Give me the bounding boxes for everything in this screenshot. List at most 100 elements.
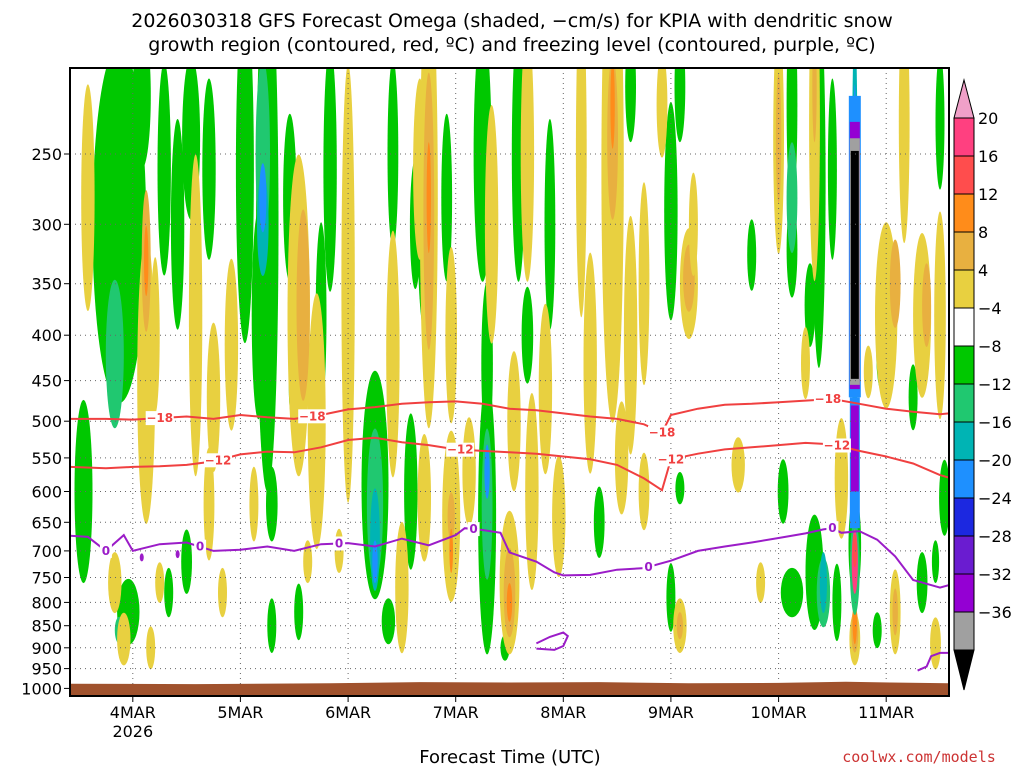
y-tick-label-550: 550 [31, 449, 62, 468]
omega-blob-104 [462, 417, 476, 527]
strong-omega-column [848, 95, 861, 529]
omega-blob-50 [675, 472, 685, 505]
contour-lines: −18 −18 −18 −18 −12 −12 −12 −12 0 0 0 0 0 0 [70, 392, 949, 672]
colorbar-bottom-arrow [953, 649, 975, 691]
contour-label-0C: 0 [102, 544, 110, 558]
y-tick-label-600: 600 [31, 483, 62, 502]
omega-blob-0 [92, 68, 147, 404]
omega-blob-99 [426, 142, 431, 254]
omega-blob-7 [202, 78, 216, 260]
column-lower-purple [850, 405, 859, 492]
omega-blob-52 [777, 459, 789, 524]
omega-blob-19 [266, 466, 278, 542]
omega-blob-69 [939, 459, 949, 536]
omega-blob-83 [224, 258, 239, 431]
omega-blob-47 [674, 68, 686, 143]
y-tick-label-800: 800 [31, 593, 62, 612]
omega-blob-111 [525, 393, 539, 590]
contour-label-0C: 0 [335, 537, 343, 551]
purple-dot-1 [175, 550, 180, 559]
colorbar-band-4 [953, 269, 975, 309]
y-tick-label-700: 700 [31, 542, 62, 561]
omega-blob-8 [235, 68, 254, 344]
x-tick-label-5: 9MAR [648, 703, 694, 722]
omega-blob-133 [834, 418, 849, 539]
omega-blob-41 [521, 286, 534, 384]
omega-blob-122 [638, 452, 650, 531]
omega-blob-28 [372, 540, 378, 584]
contour-label-bg [194, 539, 207, 554]
omega-blob-60 [832, 563, 842, 642]
colorbar-band-1 [953, 155, 975, 195]
contour-label-bg [642, 559, 655, 574]
colorbar-label-7: −12 [978, 375, 1012, 394]
y-tick-label-950: 950 [31, 660, 62, 679]
omega-blob-56 [780, 567, 804, 618]
omega-blob-120 [614, 401, 629, 515]
omega-blob-4 [157, 68, 171, 276]
contour-label-bg [145, 411, 174, 426]
colorbar-label-10: −24 [978, 489, 1012, 508]
omega-blob-103 [445, 247, 458, 424]
colorbar-band-8 [953, 421, 975, 461]
colorbar-label-3: 8 [978, 223, 988, 242]
omega-blob-118 [610, 68, 615, 149]
omega-blob-38 [481, 428, 493, 580]
contour-label--12C: −12 [824, 439, 851, 453]
contour-label-bg [99, 543, 112, 558]
omega-blob-21 [181, 529, 193, 594]
colorbar-band-3 [953, 231, 975, 271]
omega-blob-82 [206, 322, 221, 472]
omega-blob-141 [898, 68, 910, 244]
omega-blob-145 [863, 345, 873, 399]
omega-blob-115 [583, 252, 597, 474]
omega-blob-110 [520, 68, 535, 282]
omega-blob-63 [827, 78, 837, 260]
omega-blob-62 [804, 263, 816, 347]
purple-dot-0 [139, 553, 144, 562]
omega-blob-94 [395, 521, 409, 654]
omega-blob-131 [809, 68, 820, 282]
omega-blob-67 [931, 540, 940, 584]
contour-label--18C: −18 [146, 411, 173, 425]
colorbar-band-5 [953, 307, 975, 347]
contour-label-bg [822, 438, 851, 453]
omega-blob-112 [538, 303, 553, 475]
colorbar-band-7 [953, 383, 975, 423]
omega-blob-42 [544, 119, 556, 330]
contour-label--18C: −18 [299, 409, 326, 423]
y-tick-label-900: 900 [31, 639, 62, 658]
contour-label-bg [648, 425, 676, 440]
colorbar-label-9: −20 [978, 451, 1012, 470]
omega-blob-79 [144, 225, 149, 297]
omega-blob-20 [294, 583, 304, 641]
y-tick-label-300: 300 [31, 215, 62, 234]
colorbar-label-8: −16 [978, 413, 1012, 432]
omega-blob-121 [638, 182, 650, 386]
omega-blob-59 [819, 552, 828, 614]
omega-blob-30 [387, 68, 399, 249]
colorbar-band-0 [953, 117, 975, 157]
omega-blob-29 [381, 598, 396, 645]
omega-blob-3 [132, 68, 151, 169]
omega-blob-84 [203, 447, 215, 561]
colorbar-label-5: −4 [978, 299, 1002, 318]
omega-blob-5 [170, 119, 185, 330]
colorbar-label-13: −36 [978, 603, 1012, 622]
y-tick-label-400: 400 [31, 326, 62, 345]
colorbar-label-0: 20 [978, 109, 998, 128]
omega-blob-126 [688, 172, 698, 276]
colorbar-label-1: 16 [978, 147, 998, 166]
omega-blob-96 [417, 434, 431, 562]
x-tick-label-4: 8MAR [540, 703, 586, 722]
omega-blob-101 [447, 492, 455, 541]
omega-blob-147 [731, 437, 745, 493]
omega-blob-113 [552, 455, 566, 577]
contour-label--12C: −12 [658, 452, 685, 466]
omega-blob-68 [935, 68, 945, 190]
x-axis-title: Forecast Time (UTC) [419, 747, 600, 768]
colorbar-label-11: −28 [978, 527, 1012, 546]
omega-blob-2 [105, 279, 124, 429]
x-tick-label-1: 5MAR [217, 703, 263, 722]
